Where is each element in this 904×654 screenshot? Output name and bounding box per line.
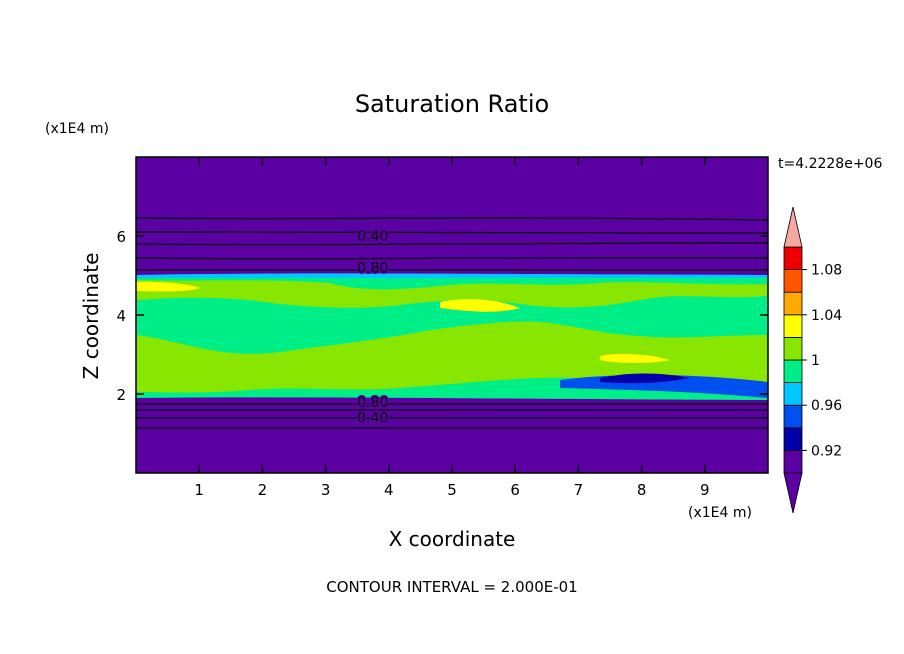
colorbar-bin [783,404,803,429]
colorbar-tick-label: 0.96 [811,398,842,414]
x-tick-label: 7 [574,481,584,499]
contour-label: 0.40 [357,411,388,427]
contour-label: 0.80 [357,395,388,411]
yellow-patch-low [600,353,670,363]
contour-lines [135,217,769,429]
colorbar-bin [783,314,803,338]
contour-line [135,257,769,260]
colorbar-bin [783,269,803,293]
y-tick-label: 4 [116,307,126,325]
colorbar-bin [783,427,803,451]
contour-line [135,403,769,405]
y-unit-label: (x1E4 m) [45,121,109,137]
x-tick-label: 1 [194,481,204,499]
y-tick-label: 2 [116,386,126,404]
x-tick-label: 4 [384,481,394,499]
moist-layer-lightgreen-upper [136,280,768,308]
x-axis-label: X coordinate [389,527,516,551]
contour-line [135,242,769,246]
contour-line [135,231,769,234]
contour-line [135,417,769,419]
footer-contour-interval: CONTOUR INTERVAL = 2.000E-01 [326,578,577,596]
contour-line [135,409,769,411]
time-label: t=4.2228e+06 [778,156,882,172]
contour-labels: 0.400.800.800.40 [356,228,390,429]
chart-title: Saturation Ratio [355,90,549,118]
teal-top-edge [136,275,768,278]
y-axis-ticks: 2 4 6 [116,228,768,404]
colorbar-tick-label: 1 [811,353,820,369]
contour-line [135,427,769,429]
x-axis-ticks: 1 2 3 4 5 6 7 8 9 [194,157,710,499]
x-tick-label: 5 [447,481,457,499]
colorbar-bin [783,359,803,384]
contour-line [135,269,769,271]
yellow-patch-mid [440,299,520,312]
colorbar-bin [783,449,803,474]
purple-bottom-edge [136,397,768,408]
x-tick-label: 6 [510,481,520,499]
yellow-patch-left [136,281,200,292]
x-tick-label: 9 [700,481,710,499]
colorbar-tick-label: 0.92 [811,443,842,459]
colorbar-tick-label: 1.08 [811,263,842,279]
colorbar-over-triangle [783,206,803,248]
contour-label: 0.40 [357,229,388,245]
colorbar-bin [783,336,803,361]
colorbar-under-triangle [783,472,803,514]
colorbar-bin [783,246,803,271]
contour-field [136,157,768,473]
contour-label: 0.80 [357,261,388,277]
colorbar-tick-label: 1.04 [811,308,842,324]
contour-line [135,217,769,221]
colorbar: 0.92 0.96 1 1.04 1.08 [783,206,842,514]
darkblue-core [600,373,690,384]
colorbar-bin [783,291,803,316]
y-tick-label: 6 [116,228,126,246]
x-tick-label: 3 [321,481,331,499]
x-unit-label: (x1E4 m) [688,505,752,521]
y-axis-label: Z coordinate [79,253,103,380]
colorbar-bin [783,382,803,406]
moist-layer-lightgreen-lower [136,321,768,393]
x-tick-label: 2 [258,481,268,499]
x-tick-label: 8 [637,481,647,499]
